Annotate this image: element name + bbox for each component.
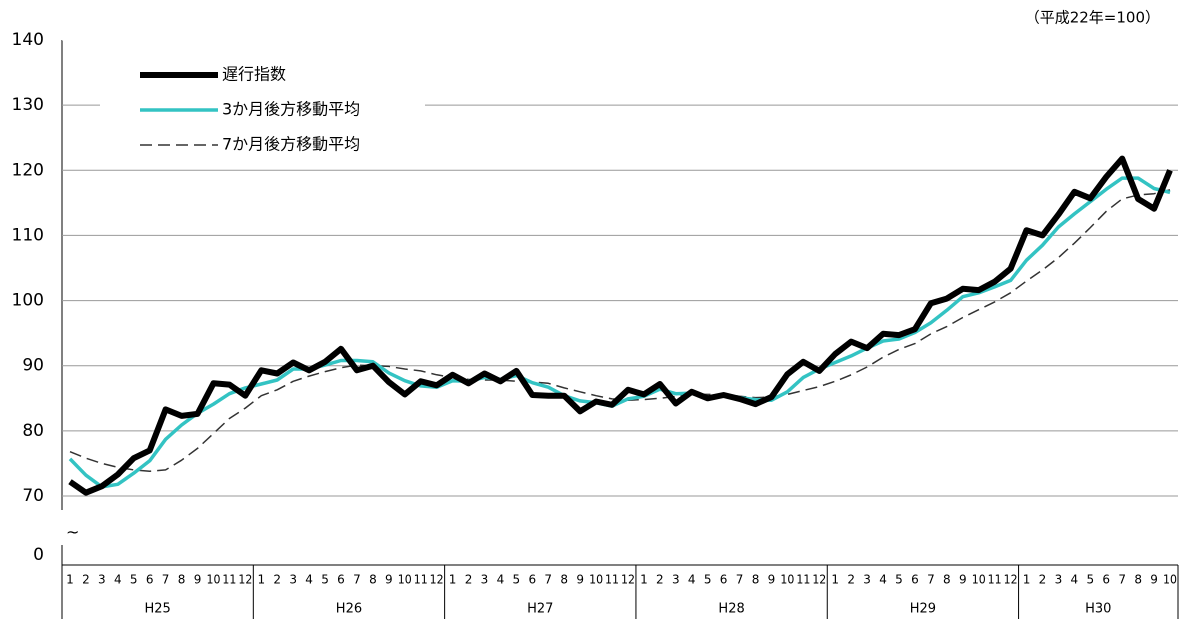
x-tick-label: 9 [576, 573, 584, 587]
x-tick-label: 8 [1134, 573, 1142, 587]
x-tick-label: 12 [812, 573, 826, 587]
x-tick-label: 12 [238, 573, 252, 587]
x-tick-label: 1 [257, 573, 265, 587]
x-tick-label: 12 [1004, 573, 1018, 587]
x-tick-label: 10 [589, 573, 603, 587]
x-tick-label: 5 [704, 573, 712, 587]
x-tick-label: 2 [847, 573, 855, 587]
x-tick-label: 1 [640, 573, 648, 587]
x-tick-label: 10 [206, 573, 220, 587]
series-line [69, 189, 1171, 472]
x-tick-label: 4 [688, 573, 696, 587]
x-tick-label: 11 [222, 573, 236, 587]
x-tick-label: 4 [305, 573, 313, 587]
x-tick-label: 3 [672, 573, 680, 587]
x-tick-label: 8 [560, 573, 568, 587]
y-tick-label: 140 [12, 30, 44, 50]
x-tick-label: 4 [879, 573, 887, 587]
series-line [68, 155, 1173, 496]
x-tick-label: 12 [430, 573, 444, 587]
legend-label: 7か月後方移動平均 [222, 135, 360, 154]
x-tick-label: 4 [1071, 573, 1079, 587]
y-tick-label: 100 [12, 291, 44, 311]
x-tick-label: 1 [449, 573, 457, 587]
y-tick-label: 70 [22, 486, 44, 506]
y-tick-label: 120 [12, 160, 44, 180]
x-tick-label: 9 [1150, 573, 1158, 587]
x-tick-label: 8 [943, 573, 951, 587]
x-tick-label: 7 [927, 573, 935, 587]
x-tick-label: 2 [656, 573, 664, 587]
y-tick-label: 80 [22, 421, 44, 441]
y-tick-label: 110 [12, 225, 44, 245]
x-tick-label: 6 [720, 573, 728, 587]
x-tick-label: 3 [289, 573, 297, 587]
x-tick-label: 1 [66, 573, 74, 587]
x-tick-label: 5 [1086, 573, 1094, 587]
axis-break: ~ [66, 523, 79, 542]
x-tick-label: 11 [796, 573, 810, 587]
x-tick-label: 10 [398, 573, 412, 587]
annotation: （平成22年=100） [1025, 9, 1160, 27]
x-tick-label: 11 [988, 573, 1002, 587]
x-tick-label: 3 [1055, 573, 1063, 587]
x-tick-label: 1 [1023, 573, 1031, 587]
x-tick-label: 5 [895, 573, 903, 587]
x-tick-label: 7 [162, 573, 170, 587]
x-tick-label: 10 [1163, 573, 1177, 587]
x-tick-label: 6 [911, 573, 919, 587]
x-tick-label: 7 [736, 573, 744, 587]
x-tick-label: 6 [1102, 573, 1110, 587]
x-tick-label: 2 [82, 573, 90, 587]
x-tick-label: 6 [528, 573, 536, 587]
x-tick-label: 8 [369, 573, 377, 587]
x-tick-label: 4 [497, 573, 505, 587]
x-tick-label: 11 [605, 573, 619, 587]
year-label: H26 [336, 602, 362, 617]
x-tick-label: 2 [273, 573, 281, 587]
x-tick-label: 3 [863, 573, 871, 587]
x-tick-label: 5 [321, 573, 329, 587]
x-tick-label: 9 [194, 573, 202, 587]
x-tick-label: 8 [752, 573, 760, 587]
x-tick-label: 2 [465, 573, 473, 587]
x-tick-label: 2 [1039, 573, 1047, 587]
year-label: H27 [527, 602, 553, 617]
x-tick-label: 5 [130, 573, 138, 587]
series-line [68, 176, 1171, 489]
x-tick-label: 8 [178, 573, 186, 587]
year-label: H29 [910, 602, 936, 617]
x-tick-label: 3 [98, 573, 106, 587]
y-break-tick-label: 0 [33, 545, 44, 565]
year-label: H25 [144, 602, 170, 617]
x-tick-label: 9 [959, 573, 967, 587]
x-tick-label: 10 [780, 573, 794, 587]
x-tick-label: 5 [513, 573, 521, 587]
x-tick-label: 9 [385, 573, 393, 587]
x-tick-label: 7 [353, 573, 361, 587]
legend-label: 3か月後方移動平均 [222, 100, 360, 119]
y-tick-label: 130 [12, 95, 44, 115]
legend-label: 遅行指数 [222, 65, 286, 84]
x-tick-label: 7 [544, 573, 552, 587]
year-label: H30 [1085, 602, 1111, 617]
x-tick-label: 11 [414, 573, 428, 587]
x-tick-label: 1 [831, 573, 839, 587]
x-tick-label: 7 [1118, 573, 1126, 587]
x-tick-label: 9 [768, 573, 776, 587]
x-tick-label: 4 [114, 573, 122, 587]
x-tick-label: 3 [481, 573, 489, 587]
x-tick-label: 10 [972, 573, 986, 587]
year-label: H28 [718, 602, 744, 617]
x-tick-label: 6 [337, 573, 345, 587]
x-tick-label: 6 [146, 573, 154, 587]
x-tick-label: 12 [621, 573, 635, 587]
y-tick-label: 90 [22, 356, 44, 376]
